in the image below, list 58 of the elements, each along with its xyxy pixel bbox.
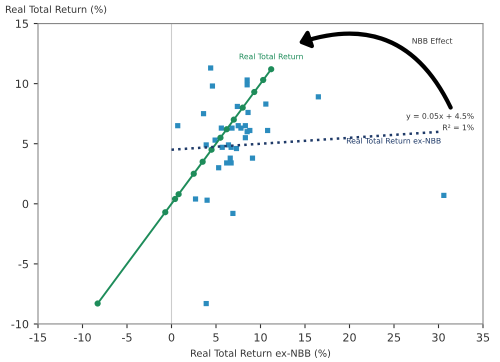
x-tick-label: -15 [29, 333, 46, 342]
y-tick-label: 10 [16, 80, 28, 88]
point [244, 82, 250, 88]
point [204, 300, 209, 306]
x-tick-label: -10 [74, 333, 91, 342]
point [238, 125, 244, 131]
x-axis-title: Real Total Return ex-NBB (%) [191, 349, 330, 358]
y-tick-label: -10 [11, 320, 28, 328]
point [228, 156, 233, 161]
point [251, 88, 258, 96]
point [162, 209, 168, 216]
point [175, 191, 182, 198]
point [190, 170, 197, 177]
point [204, 198, 210, 203]
point [208, 146, 215, 153]
point [175, 123, 180, 128]
x-tick-label: 35 [476, 333, 490, 342]
point [228, 160, 234, 166]
point [250, 156, 256, 161]
x-tick-label: 10 [254, 333, 267, 342]
y-tick-label: 15 [16, 20, 28, 28]
point [172, 196, 178, 202]
point [441, 192, 446, 198]
point [240, 104, 246, 111]
x-tick-label: 0 [168, 333, 174, 342]
y-tick-label: 5 [22, 140, 28, 148]
y-tick-label: 0 [22, 200, 28, 208]
point [192, 196, 198, 202]
point [242, 135, 248, 140]
point [216, 165, 222, 170]
y-axis-title: Real Total Return (%) [6, 5, 106, 14]
x-tick-label: 5 [213, 333, 219, 342]
point [200, 111, 206, 116]
point [265, 128, 270, 134]
point [210, 83, 216, 89]
point [217, 134, 224, 141]
point [245, 110, 251, 116]
x-tick-label: 30 [432, 333, 445, 342]
point [208, 65, 214, 71]
point [230, 210, 236, 216]
point [260, 76, 266, 84]
x-tick-label: 15 [299, 333, 312, 342]
point [200, 158, 206, 165]
point [230, 116, 237, 123]
point [242, 123, 248, 128]
x-tick-label: 25 [388, 333, 400, 342]
point [247, 128, 252, 134]
x-tick-label: -5 [122, 333, 132, 342]
point [316, 94, 321, 100]
point [94, 300, 101, 307]
point [224, 126, 230, 132]
point [218, 125, 224, 131]
y-tick-label: -5 [18, 260, 28, 268]
point [220, 144, 225, 150]
point [234, 146, 240, 152]
point [268, 66, 274, 72]
point [263, 101, 268, 107]
x-tick-label: 20 [343, 333, 356, 342]
